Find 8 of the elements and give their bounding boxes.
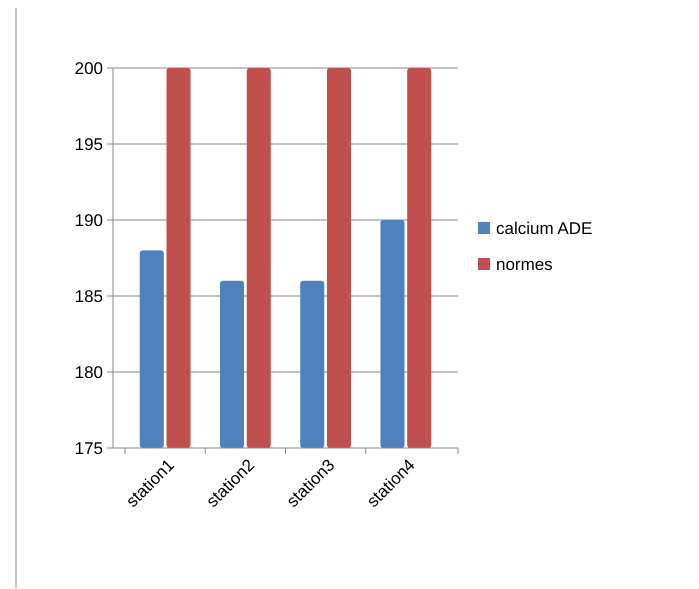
y-tick-label: 185 — [74, 286, 103, 306]
y-tick-label: 180 — [74, 362, 103, 382]
legend-label: calcium ADE — [496, 218, 592, 238]
legend-label: normes — [496, 254, 553, 274]
y-tick-label: 200 — [74, 58, 103, 78]
y-tick-label: 190 — [74, 210, 103, 230]
y-tick-label: 195 — [74, 134, 103, 154]
y-tick-label: 175 — [74, 438, 103, 458]
